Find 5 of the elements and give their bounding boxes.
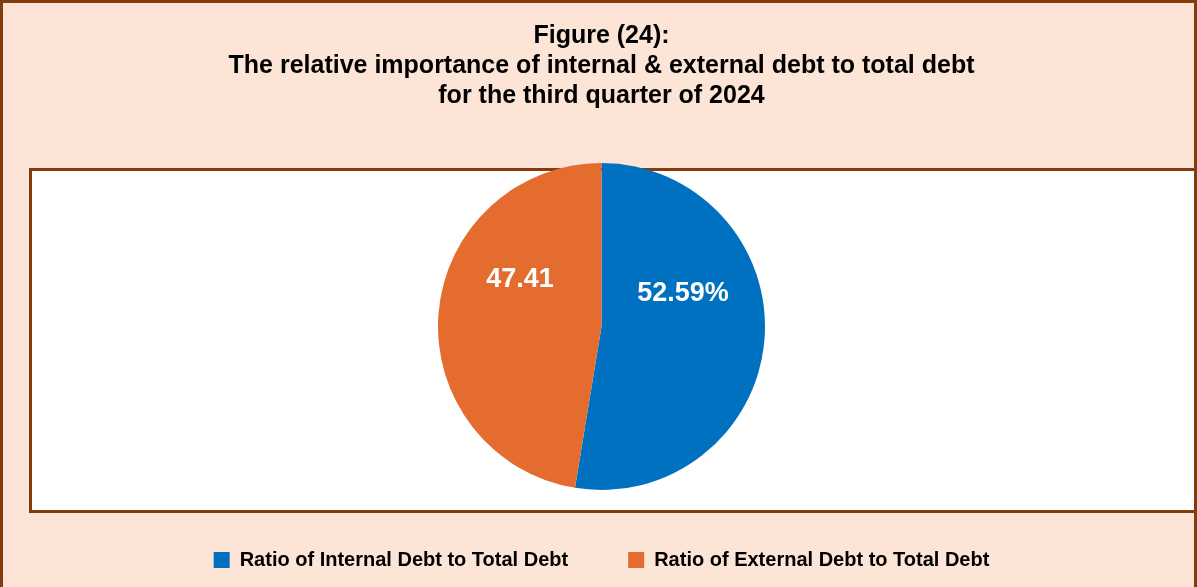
data-label: 47.41 <box>486 263 554 294</box>
legend-label: Ratio of Internal Debt to Total Debt <box>239 547 569 570</box>
legend-label: Ratio of External Debt to Total Debt <box>654 547 990 570</box>
data-label: 52.59% <box>637 276 729 307</box>
chart-title: Figure (24): The relative importance of internal & external debt to total debt for the third quarter of 2024 <box>228 19 976 108</box>
